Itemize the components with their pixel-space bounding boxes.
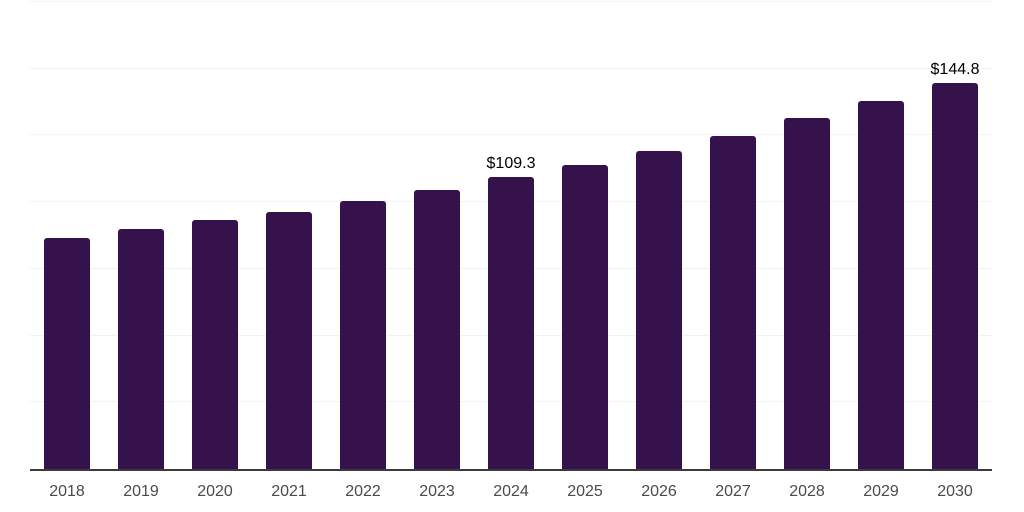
x-tick-label-2026: 2026 xyxy=(641,483,677,500)
bar-2023[interactable] xyxy=(414,189,460,469)
gridline xyxy=(30,1,992,2)
bar-2022[interactable] xyxy=(340,201,386,469)
x-tick-label-2019: 2019 xyxy=(123,483,159,500)
bar-2019[interactable] xyxy=(118,228,164,469)
x-axis-line xyxy=(30,469,992,471)
bar-slot xyxy=(696,2,770,469)
bar-2028[interactable] xyxy=(784,118,830,469)
x-tick-label-2018: 2018 xyxy=(49,483,85,500)
bars-container: $109.3 $144.8 xyxy=(30,2,992,469)
bar-2026[interactable] xyxy=(636,150,682,469)
x-tick-label-2027: 2027 xyxy=(715,483,751,500)
bar-slot: $144.8 xyxy=(918,2,992,469)
bar-slot xyxy=(548,2,622,469)
bar-2018[interactable] xyxy=(44,237,90,469)
gridline xyxy=(30,67,992,69)
bar-2027[interactable] xyxy=(710,135,756,469)
bar-2025[interactable] xyxy=(562,164,608,469)
x-tick-label-2020: 2020 xyxy=(197,483,233,500)
bar-slot xyxy=(326,2,400,469)
x-tick-label-2022: 2022 xyxy=(345,483,381,500)
plot-area: $109.3 $144.8 xyxy=(30,1,992,471)
x-tick-label-2025: 2025 xyxy=(567,483,603,500)
bar-slot xyxy=(178,2,252,469)
bar-2020[interactable] xyxy=(192,220,238,469)
x-axis-labels: 2018 2019 2020 2021 2022 2023 2024 2025 2026 2027… xyxy=(30,483,992,501)
bar-2030[interactable]: $144.8 xyxy=(931,61,979,469)
bar-value-label-2030: $144.8 xyxy=(930,60,980,78)
bar-slot xyxy=(400,2,474,469)
x-tick-label-2021: 2021 xyxy=(271,483,307,500)
bar-2021[interactable] xyxy=(266,212,312,469)
bar-slot xyxy=(104,2,178,469)
bar-2029[interactable] xyxy=(858,101,904,469)
bar-value-label-2024: $109.3 xyxy=(486,155,536,173)
bar-2024[interactable]: $109.3 xyxy=(487,155,535,469)
x-tick-label-2024: 2024 xyxy=(493,483,529,500)
gridline xyxy=(30,134,992,136)
x-tick-label-2028: 2028 xyxy=(789,483,825,500)
x-tick-label-2023: 2023 xyxy=(419,483,455,500)
x-tick-label-2029: 2029 xyxy=(863,483,899,500)
bar-slot xyxy=(622,2,696,469)
bar-slot xyxy=(30,2,104,469)
bar-slot: $109.3 xyxy=(474,2,548,469)
bar-slot xyxy=(770,2,844,469)
bar-slot xyxy=(252,2,326,469)
bar-slot xyxy=(844,2,918,469)
x-tick-label-2030: 2030 xyxy=(937,483,973,500)
